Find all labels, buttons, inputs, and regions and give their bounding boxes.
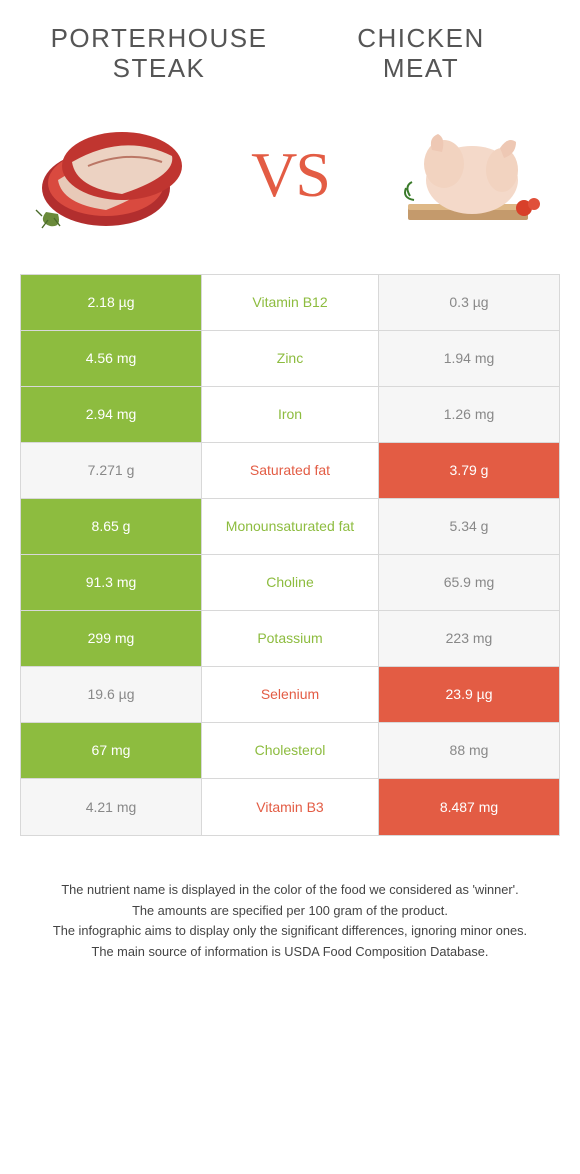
note-line-1: The nutrient name is displayed in the co… (44, 880, 536, 900)
right-value-cell: 1.94 mg (379, 331, 559, 386)
table-row: 67 mgCholesterol88 mg (21, 723, 559, 779)
right-value-cell: 65.9 mg (379, 555, 559, 610)
right-value-cell: 0.3 µg (379, 275, 559, 330)
left-value-cell: 2.94 mg (21, 387, 201, 442)
left-value-cell: 91.3 mg (21, 555, 201, 610)
right-title-line2: MEAT (383, 53, 459, 83)
left-title-line2: STEAK (113, 53, 206, 83)
nutrient-name-cell: Potassium (201, 611, 379, 666)
left-title-line1: PORTERHOUSE (51, 23, 268, 53)
nutrient-name-cell: Selenium (201, 667, 379, 722)
right-value-cell: 3.79 g (379, 443, 559, 498)
vs-label: VS (251, 138, 329, 212)
left-food-title: PORTERHOUSE STEAK (28, 24, 290, 84)
table-row: 299 mgPotassium223 mg (21, 611, 559, 667)
nutrient-name-cell: Monounsaturated fat (201, 499, 379, 554)
left-value-cell: 4.56 mg (21, 331, 201, 386)
chicken-image (382, 110, 552, 240)
nutrient-name-cell: Zinc (201, 331, 379, 386)
right-value-cell: 5.34 g (379, 499, 559, 554)
images-row: VS (0, 96, 580, 274)
right-value-cell: 1.26 mg (379, 387, 559, 442)
left-value-cell: 7.271 g (21, 443, 201, 498)
steak-icon (28, 110, 198, 240)
nutrient-name-cell: Vitamin B12 (201, 275, 379, 330)
note-line-4: The main source of information is USDA F… (44, 942, 536, 962)
left-value-cell: 19.6 µg (21, 667, 201, 722)
right-title-line1: CHICKEN (357, 23, 485, 53)
nutrient-name-cell: Saturated fat (201, 443, 379, 498)
footnotes: The nutrient name is displayed in the co… (0, 880, 580, 1007)
header: PORTERHOUSE STEAK CHICKEN MEAT (0, 0, 580, 96)
table-row: 7.271 gSaturated fat3.79 g (21, 443, 559, 499)
right-food-title: CHICKEN MEAT (290, 24, 552, 84)
note-line-3: The infographic aims to display only the… (44, 921, 536, 941)
steak-image (28, 110, 198, 240)
chicken-icon (382, 110, 552, 240)
table-row: 19.6 µgSelenium23.9 µg (21, 667, 559, 723)
left-value-cell: 4.21 mg (21, 779, 201, 835)
right-value-cell: 88 mg (379, 723, 559, 778)
right-value-cell: 8.487 mg (379, 779, 559, 835)
table-row: 4.56 mgZinc1.94 mg (21, 331, 559, 387)
table-row: 91.3 mgCholine65.9 mg (21, 555, 559, 611)
nutrient-name-cell: Vitamin B3 (201, 779, 379, 835)
left-value-cell: 299 mg (21, 611, 201, 666)
left-value-cell: 2.18 µg (21, 275, 201, 330)
right-value-cell: 223 mg (379, 611, 559, 666)
table-row: 8.65 gMonounsaturated fat5.34 g (21, 499, 559, 555)
nutrient-name-cell: Choline (201, 555, 379, 610)
note-line-2: The amounts are specified per 100 gram o… (44, 901, 536, 921)
nutrient-name-cell: Iron (201, 387, 379, 442)
table-row: 4.21 mgVitamin B38.487 mg (21, 779, 559, 835)
table-row: 2.94 mgIron1.26 mg (21, 387, 559, 443)
nutrient-table: 2.18 µgVitamin B120.3 µg4.56 mgZinc1.94 … (20, 274, 560, 836)
left-value-cell: 67 mg (21, 723, 201, 778)
right-value-cell: 23.9 µg (379, 667, 559, 722)
left-value-cell: 8.65 g (21, 499, 201, 554)
nutrient-name-cell: Cholesterol (201, 723, 379, 778)
table-row: 2.18 µgVitamin B120.3 µg (21, 275, 559, 331)
